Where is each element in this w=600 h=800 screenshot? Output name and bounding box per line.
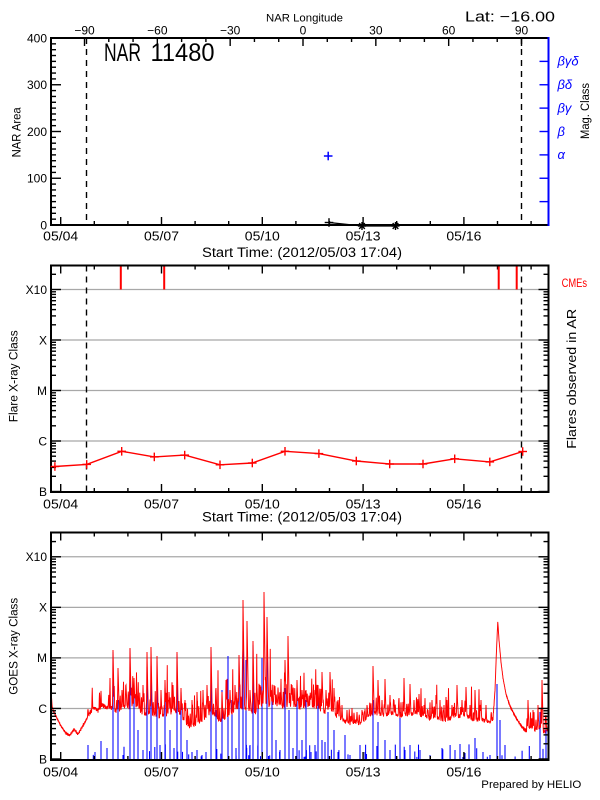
svg-text:05/04: 05/04	[43, 497, 78, 512]
svg-text:B: B	[39, 485, 47, 499]
svg-text:βγδ: βγδ	[557, 54, 580, 69]
svg-text:Flare X-ray Class: Flare X-ray Class	[9, 330, 21, 422]
svg-text:05/04: 05/04	[43, 229, 78, 244]
svg-text:90: 90	[515, 23, 529, 37]
svg-text:B: B	[39, 752, 47, 766]
svg-text:NAR Longitude: NAR Longitude	[266, 13, 343, 25]
svg-text:05/16: 05/16	[446, 497, 481, 512]
svg-text:Start Time: (2012/05/03 17:04): Start Time: (2012/05/03 17:04)	[202, 510, 402, 525]
svg-text:C: C	[38, 702, 47, 716]
svg-text:05/07: 05/07	[144, 229, 179, 244]
svg-text:Mag. Class: Mag. Class	[580, 83, 592, 139]
svg-text:200: 200	[27, 125, 47, 139]
svg-text:−60: −60	[147, 23, 168, 37]
svg-text:05/07: 05/07	[144, 765, 179, 780]
svg-text:GOES X-ray Class: GOES X-ray Class	[9, 598, 21, 695]
svg-text:05/10: 05/10	[245, 765, 280, 780]
svg-text:05/16: 05/16	[446, 229, 481, 244]
svg-text:05/16: 05/16	[446, 765, 481, 780]
svg-text:05/07: 05/07	[144, 497, 179, 512]
svg-text:400: 400	[27, 31, 47, 45]
svg-text:60: 60	[442, 23, 456, 37]
svg-text:α: α	[558, 147, 566, 162]
svg-text:05/04: 05/04	[43, 765, 78, 780]
svg-text:Lat: −16.00: Lat: −16.00	[465, 9, 555, 25]
svg-text:M: M	[37, 384, 47, 398]
svg-text:05/10: 05/10	[245, 229, 280, 244]
svg-text:05/13: 05/13	[346, 497, 381, 512]
svg-text:−30: −30	[220, 23, 241, 37]
svg-text:05/13: 05/13	[346, 229, 381, 244]
svg-text:X10: X10	[26, 283, 48, 297]
svg-text:300: 300	[27, 78, 47, 92]
svg-text:β: β	[557, 124, 566, 139]
svg-text:−90: −90	[74, 23, 95, 37]
svg-text:βγ: βγ	[557, 100, 573, 115]
svg-text:05/10: 05/10	[245, 497, 280, 512]
svg-text:Start Time: (2012/05/03 17:04): Start Time: (2012/05/03 17:04)	[202, 245, 402, 260]
svg-text:05/13: 05/13	[346, 765, 381, 780]
svg-text:30: 30	[369, 23, 383, 37]
svg-text:0: 0	[40, 218, 47, 232]
svg-text:X: X	[39, 601, 47, 615]
svg-text:NAR: NAR	[104, 39, 141, 67]
svg-text:X10: X10	[26, 550, 48, 564]
svg-text:βδ: βδ	[557, 77, 573, 92]
svg-text:NAR Area: NAR Area	[10, 107, 24, 157]
svg-text:M: M	[37, 651, 47, 665]
svg-text:Flares observed in AR: Flares observed in AR	[564, 309, 579, 449]
svg-text:0: 0	[300, 23, 307, 37]
svg-text:C: C	[38, 434, 47, 448]
svg-text:X: X	[39, 333, 47, 347]
svg-text:Prepared by HELIO: Prepared by HELIO	[481, 779, 581, 791]
svg-text:100: 100	[27, 172, 47, 186]
svg-text:11480: 11480	[151, 39, 215, 67]
svg-text:CMEs: CMEs	[562, 278, 588, 290]
